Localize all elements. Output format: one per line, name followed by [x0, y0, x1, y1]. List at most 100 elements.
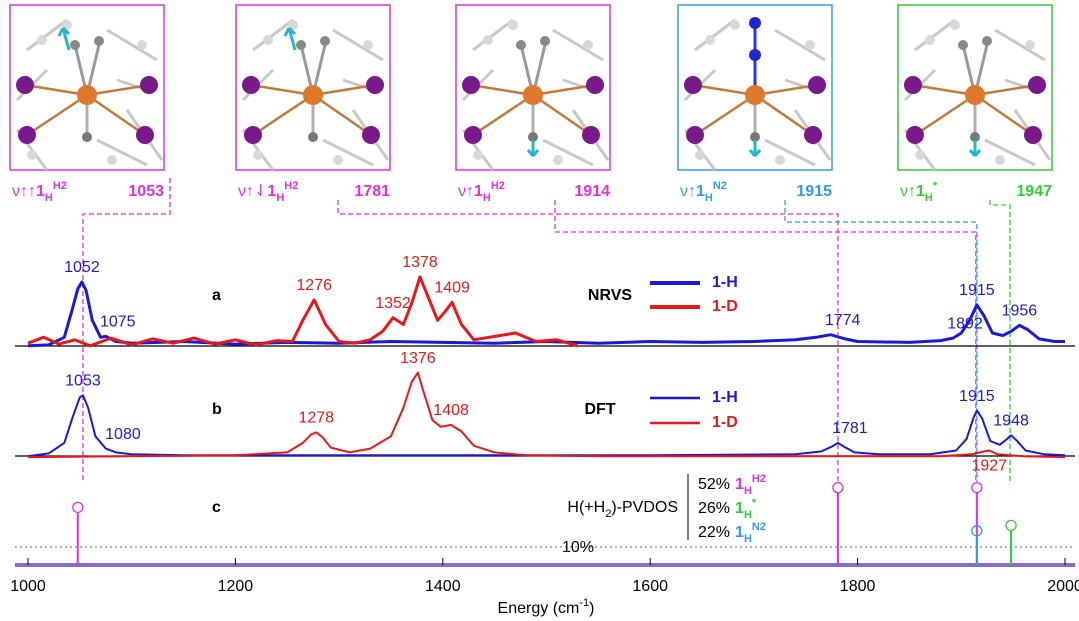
text-part: ) — [589, 600, 594, 617]
text-part: H — [45, 192, 53, 204]
x-tick-label: 1200 — [218, 578, 254, 595]
peak-label: 1948 — [993, 413, 1029, 430]
text-part: N2 — [752, 521, 766, 533]
peak-label: 1774 — [825, 312, 861, 329]
text-part: 1 — [474, 183, 483, 200]
atom — [136, 126, 154, 144]
x-tick-label: 1600 — [632, 578, 668, 595]
text-part: )-PVDOS — [611, 499, 678, 516]
text-part: ν↑ — [900, 183, 916, 200]
iron-atom — [965, 85, 985, 105]
image-value: 1915 — [796, 183, 832, 200]
atom — [137, 40, 147, 50]
legend-item: 52%1HH2 — [698, 473, 766, 497]
atom — [958, 40, 968, 50]
text-part: * — [752, 497, 757, 509]
atom — [333, 155, 343, 165]
figure: ν↑↑1HH21053ν↑⇃1HH21781ν↑1HH21914ν↑1HN219… — [0, 0, 1079, 621]
atom — [242, 76, 260, 94]
text-part: 1 — [696, 183, 705, 200]
iron-atom — [303, 85, 323, 105]
text-part: 1 — [267, 183, 276, 200]
atom — [82, 132, 92, 142]
peak-label: 1278 — [298, 410, 334, 427]
atom — [686, 126, 704, 144]
text-part: H — [925, 192, 933, 204]
text-part: H — [483, 192, 491, 204]
atom — [950, 20, 960, 30]
atom — [140, 76, 158, 94]
peak-label: 1053 — [65, 373, 101, 390]
atom — [37, 35, 47, 45]
atom — [16, 76, 34, 94]
x-tick-label: 1400 — [425, 578, 461, 595]
atom — [586, 76, 604, 94]
atom — [94, 36, 104, 46]
text-part: H2 — [53, 180, 67, 192]
peak-label: 1409 — [434, 280, 470, 297]
panel-title: NRVS — [588, 287, 632, 304]
text-part: 1 — [916, 183, 925, 200]
peak-label: 1956 — [1002, 303, 1038, 320]
text-part: H — [276, 192, 284, 204]
peak-label: 1075 — [100, 314, 136, 331]
atom — [320, 36, 330, 46]
image-value: 1781 — [354, 183, 390, 200]
text-part: 1 — [735, 500, 744, 517]
text-part: H — [744, 485, 752, 497]
atom — [982, 36, 992, 46]
atom — [462, 76, 480, 94]
x-axis-label: Energy (cm-1) — [498, 597, 595, 617]
panel-letter: c — [212, 499, 221, 516]
image-value: 1947 — [1016, 183, 1052, 200]
image-label: ν↑⇃1HH2 — [238, 180, 298, 204]
text-part: 1 — [735, 524, 744, 541]
structure-image — [898, 5, 1052, 170]
text-part: H — [744, 533, 752, 545]
legend-label: 1-H — [712, 274, 738, 291]
peak-label: 1927 — [972, 458, 1008, 475]
structure-image — [236, 5, 390, 170]
atom — [695, 150, 705, 160]
legend-item: 22% 1HN2 — [698, 521, 766, 545]
atom — [483, 35, 493, 45]
text-part: H — [744, 509, 752, 521]
peak-label: 1892 — [947, 315, 983, 332]
atom — [27, 150, 37, 160]
atom — [749, 49, 761, 61]
atom — [296, 40, 306, 50]
reference-label: 10% — [562, 539, 594, 556]
atom — [253, 150, 263, 160]
text-part: ν↑ — [680, 183, 696, 200]
legend-label: 1-D — [712, 298, 738, 315]
legend-percent: 22% — [698, 524, 730, 541]
atom — [107, 155, 117, 165]
x-tick-label: 1000 — [10, 578, 46, 595]
image-value: 1914 — [574, 183, 610, 200]
atom — [540, 36, 550, 46]
panel-letter: a — [212, 287, 221, 304]
structure-image — [678, 5, 832, 170]
atom — [583, 40, 593, 50]
atom — [808, 76, 826, 94]
atom — [18, 126, 36, 144]
peak-label: 1352 — [375, 295, 411, 312]
peak-label: 1080 — [105, 426, 141, 443]
stick-head — [972, 483, 982, 493]
atom — [516, 40, 526, 50]
atom — [749, 17, 761, 29]
legend-item: 26%1H* — [698, 497, 757, 521]
text-part: * — [933, 180, 938, 192]
panel-title: H(+H2)-PVDOS — [567, 499, 678, 520]
text-part: ν↑ — [458, 183, 474, 200]
peak-label: 1376 — [400, 350, 436, 367]
atom — [1024, 126, 1042, 144]
text-part: -1 — [579, 597, 589, 609]
peak-label: 1276 — [296, 277, 332, 294]
stick-head — [833, 483, 843, 493]
text-part: ν↑↑ — [12, 183, 36, 200]
image-label: ν↑1H* — [900, 180, 938, 204]
text-part: 1 — [735, 476, 744, 493]
atom — [915, 150, 925, 160]
atom — [582, 126, 600, 144]
